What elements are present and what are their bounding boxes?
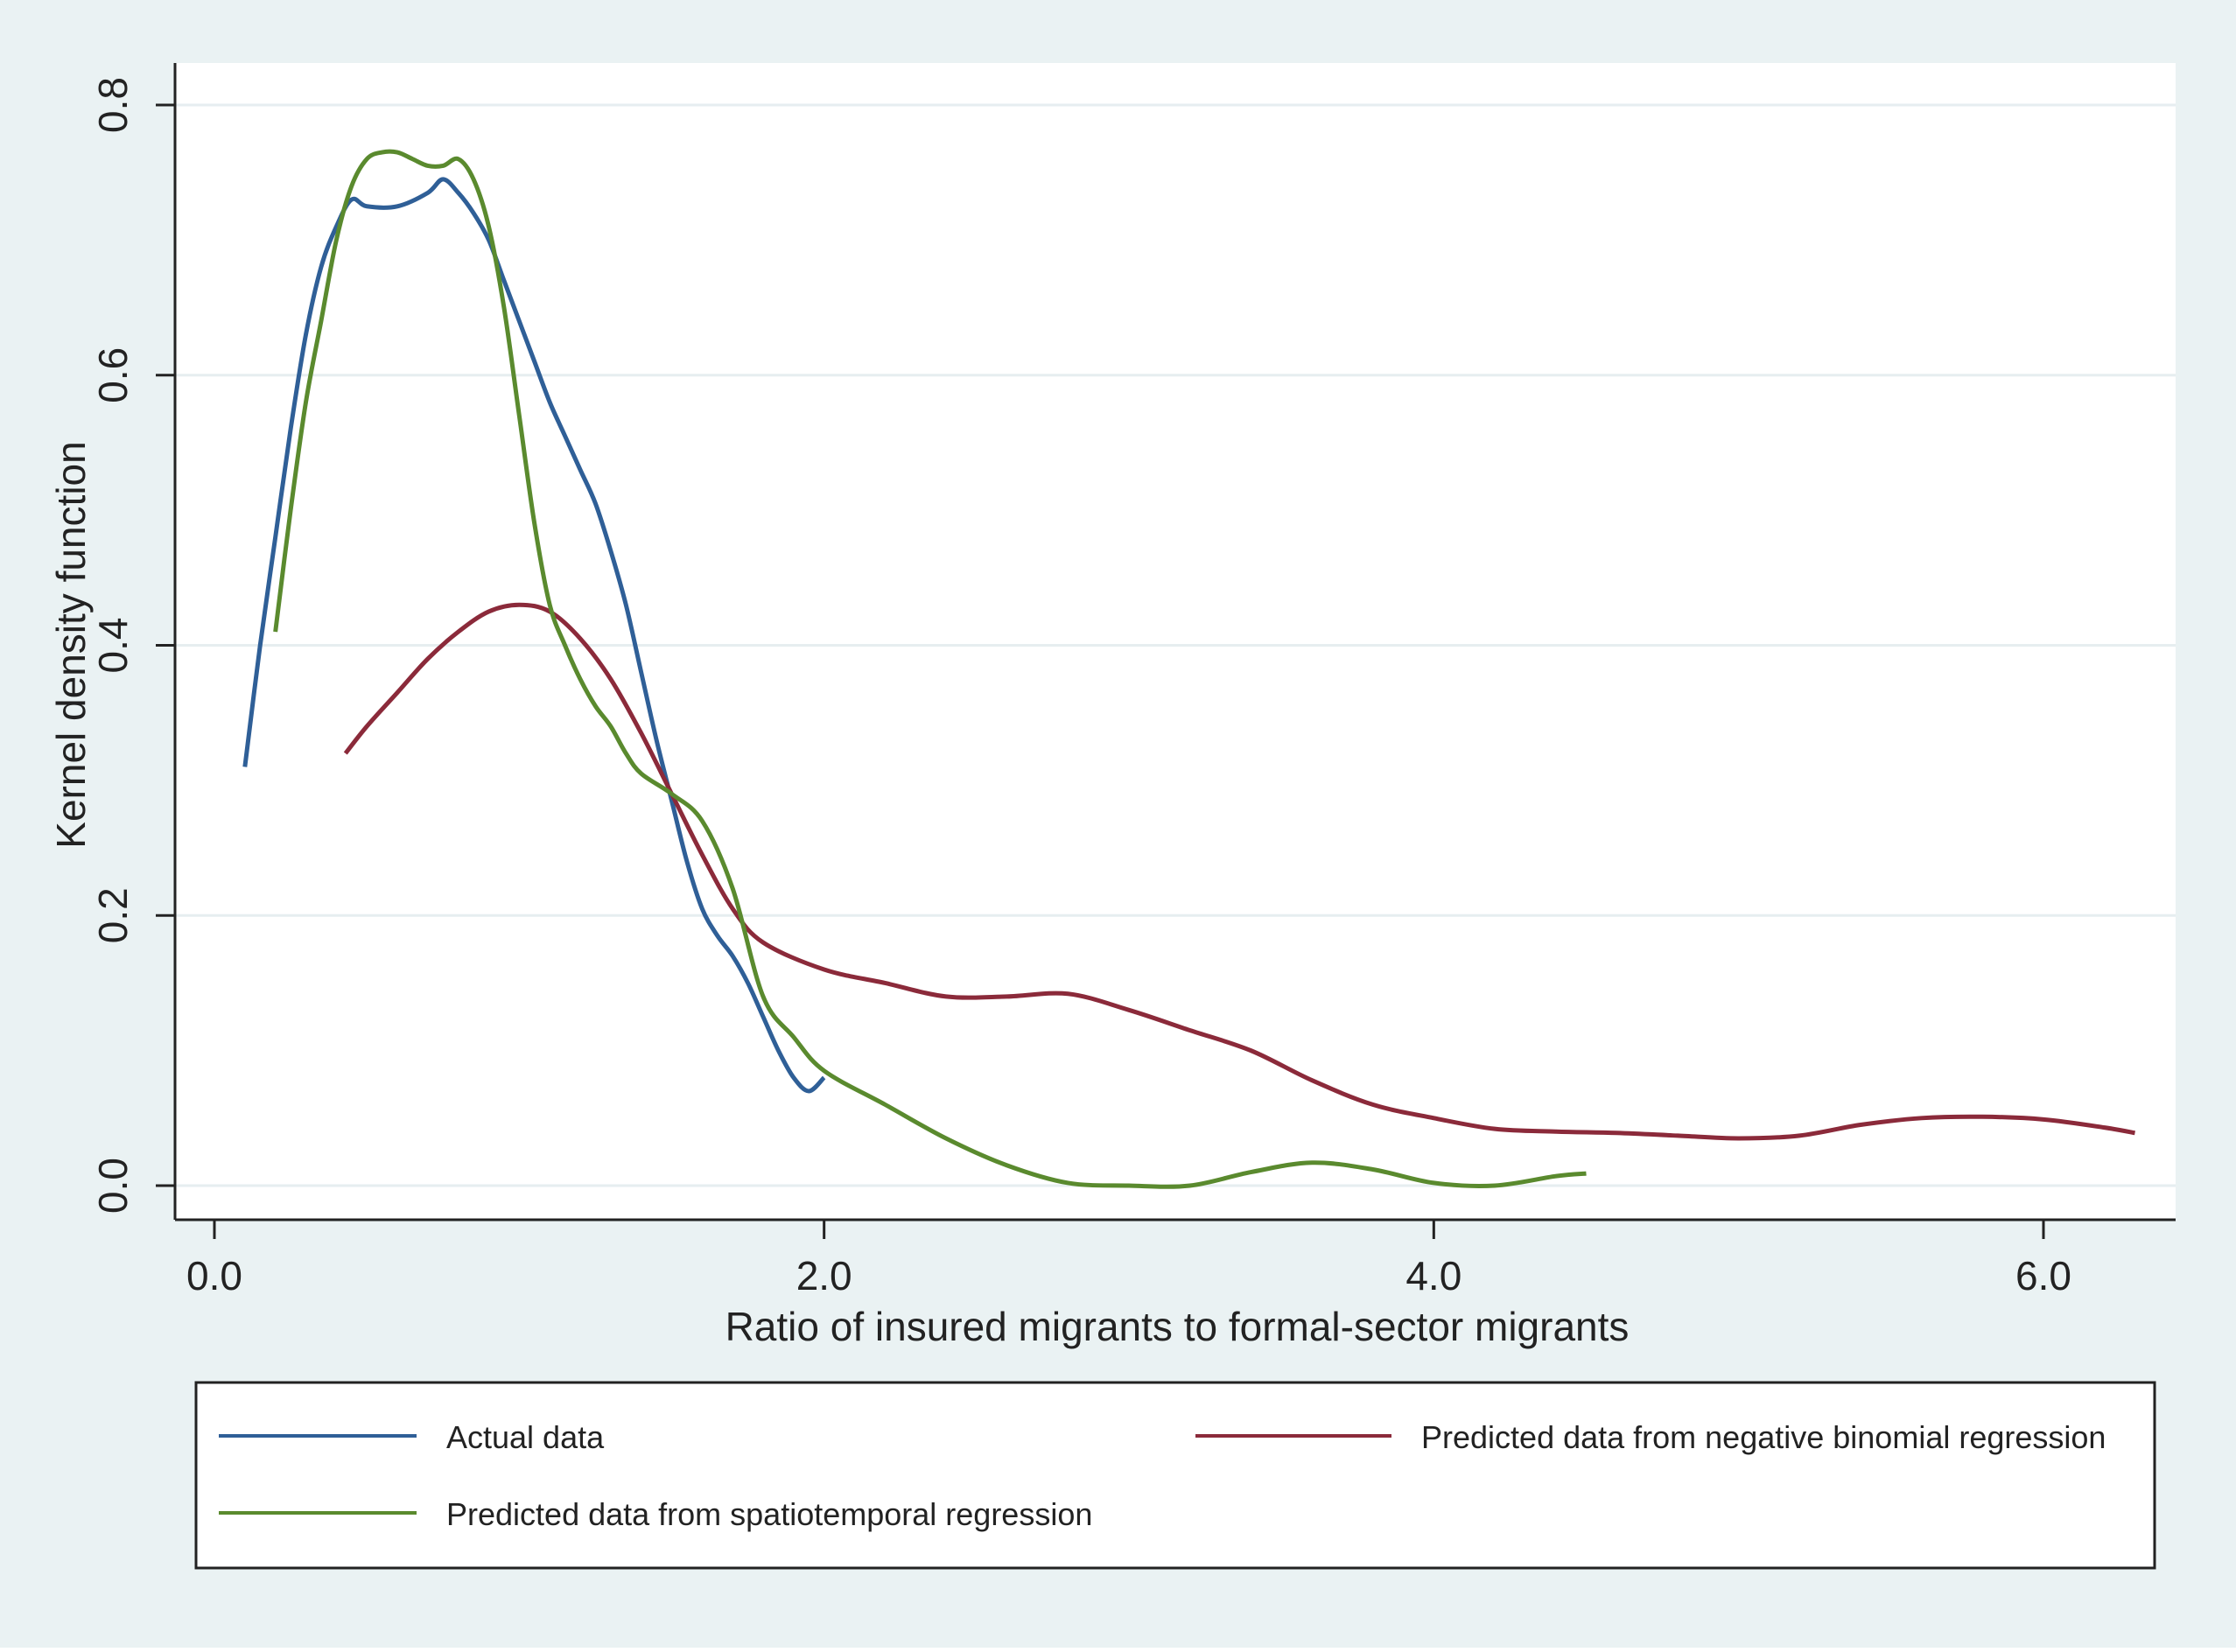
series-negative-binomial (343, 602, 2135, 1141)
y-axis-ticks: 0.0 0.2 0.4 0.6 0.8 (90, 77, 175, 1214)
series-actual-data (242, 177, 826, 1094)
y-tick-label: 0.8 (90, 77, 136, 133)
x-tick-label: 2.0 (796, 1253, 852, 1298)
series-lines (242, 149, 2135, 1189)
y-tick-label: 0.4 (90, 618, 136, 674)
series-spatiotemporal (273, 149, 1587, 1189)
x-tick-label: 4.0 (1405, 1253, 1461, 1298)
x-tick-label: 0.0 (186, 1253, 242, 1298)
y-tick-label: 0.6 (90, 347, 136, 403)
legend-label-spatiotemporal: Predicted data from spatiotemporal regre… (446, 1496, 1092, 1532)
x-tick-label: 6.0 (2015, 1253, 2071, 1298)
y-tick-label: 0.0 (90, 1158, 136, 1214)
y-tick-label: 0.2 (90, 887, 136, 943)
legend-label-negative-binomial: Predicted data from negative binomial re… (1421, 1419, 2106, 1455)
legend-box (194, 1381, 2156, 1570)
plot-area-background (175, 63, 2176, 1220)
x-axis-title: Ratio of insured migrants to formal-sect… (725, 1304, 1630, 1349)
y-axis-title: Kernel density function (48, 441, 94, 848)
gridlines (175, 103, 2176, 1187)
x-axis-ticks: 0.0 2.0 4.0 6.0 (186, 1220, 2071, 1298)
legend-label-actual: Actual data (446, 1419, 605, 1455)
legend: Actual data Predicted data from negative… (194, 1381, 2156, 1570)
